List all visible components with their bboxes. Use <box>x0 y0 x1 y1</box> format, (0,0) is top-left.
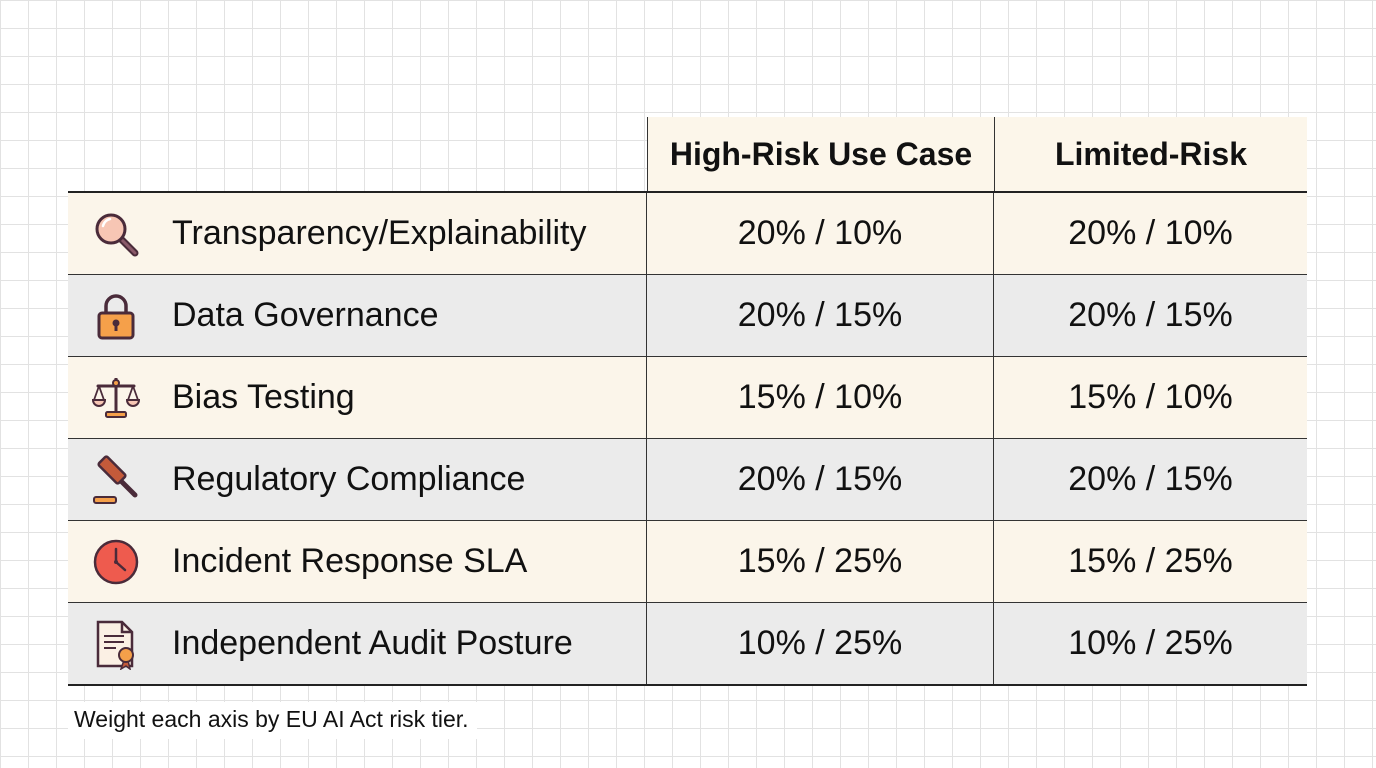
row-label: Bias Testing <box>172 378 355 416</box>
row-label: Regulatory Compliance <box>172 460 526 498</box>
high-risk-value: 15% / 10% <box>647 357 994 438</box>
magnifier-icon <box>88 206 144 262</box>
row-label: Incident Response SLA <box>172 542 528 580</box>
header-limited-risk: Limited-Risk <box>995 117 1307 191</box>
limited-risk-value: 20% / 15% <box>1068 460 1233 498</box>
table-row: Regulatory Compliance 20% / 15% 20% / 15… <box>68 439 1307 521</box>
row-label-cell: Bias Testing <box>68 357 647 438</box>
high-risk-value: 15% / 25% <box>647 521 994 602</box>
table-row: Incident Response SLA 15% / 25% 15% / 25… <box>68 521 1307 603</box>
balance-scale-icon <box>88 370 144 426</box>
certificate-icon <box>88 616 144 672</box>
table-header-row: High-Risk Use Case Limited-Risk <box>68 117 1307 193</box>
row-label-cell: Transparency/Explainability <box>68 193 647 274</box>
row-label-cell: Incident Response SLA <box>68 521 647 602</box>
limited-risk-value: 15% / 10% <box>1068 378 1233 416</box>
row-label-cell: Data Governance <box>68 275 647 356</box>
table-row: Transparency/Explainability 20% / 10% 20… <box>68 193 1307 275</box>
row-label-cell: Independent Audit Posture <box>68 603 647 684</box>
high-risk-value: 20% / 10% <box>647 193 994 274</box>
row-label: Transparency/Explainability <box>172 214 587 252</box>
limited-risk-value: 20% / 10% <box>1068 214 1233 252</box>
high-risk-value: 20% / 15% <box>647 439 994 520</box>
padlock-icon <box>88 288 144 344</box>
table-row: Bias Testing 15% / 10% 15% / 10% <box>68 357 1307 439</box>
clock-icon <box>88 534 144 590</box>
high-risk-value: 20% / 15% <box>647 275 994 356</box>
weighting-table: High-Risk Use Case Limited-Risk Transpar… <box>68 117 1307 686</box>
footnote: Weight each axis by EU AI Act risk tier. <box>68 702 477 739</box>
table-row: Data Governance 20% / 15% 20% / 15% <box>68 275 1307 357</box>
table-row: Independent Audit Posture 10% / 25% 10% … <box>68 603 1307 686</box>
limited-risk-value: 10% / 25% <box>1068 624 1233 662</box>
row-label: Data Governance <box>172 296 439 334</box>
row-label: Independent Audit Posture <box>172 624 573 662</box>
row-label-cell: Regulatory Compliance <box>68 439 647 520</box>
header-high-risk: High-Risk Use Case <box>648 117 995 191</box>
header-blank-cell <box>68 117 648 191</box>
limited-risk-value: 15% / 25% <box>1068 542 1233 580</box>
high-risk-value: 10% / 25% <box>647 603 994 684</box>
limited-risk-value: 20% / 15% <box>1068 296 1233 334</box>
gavel-icon <box>88 452 144 508</box>
